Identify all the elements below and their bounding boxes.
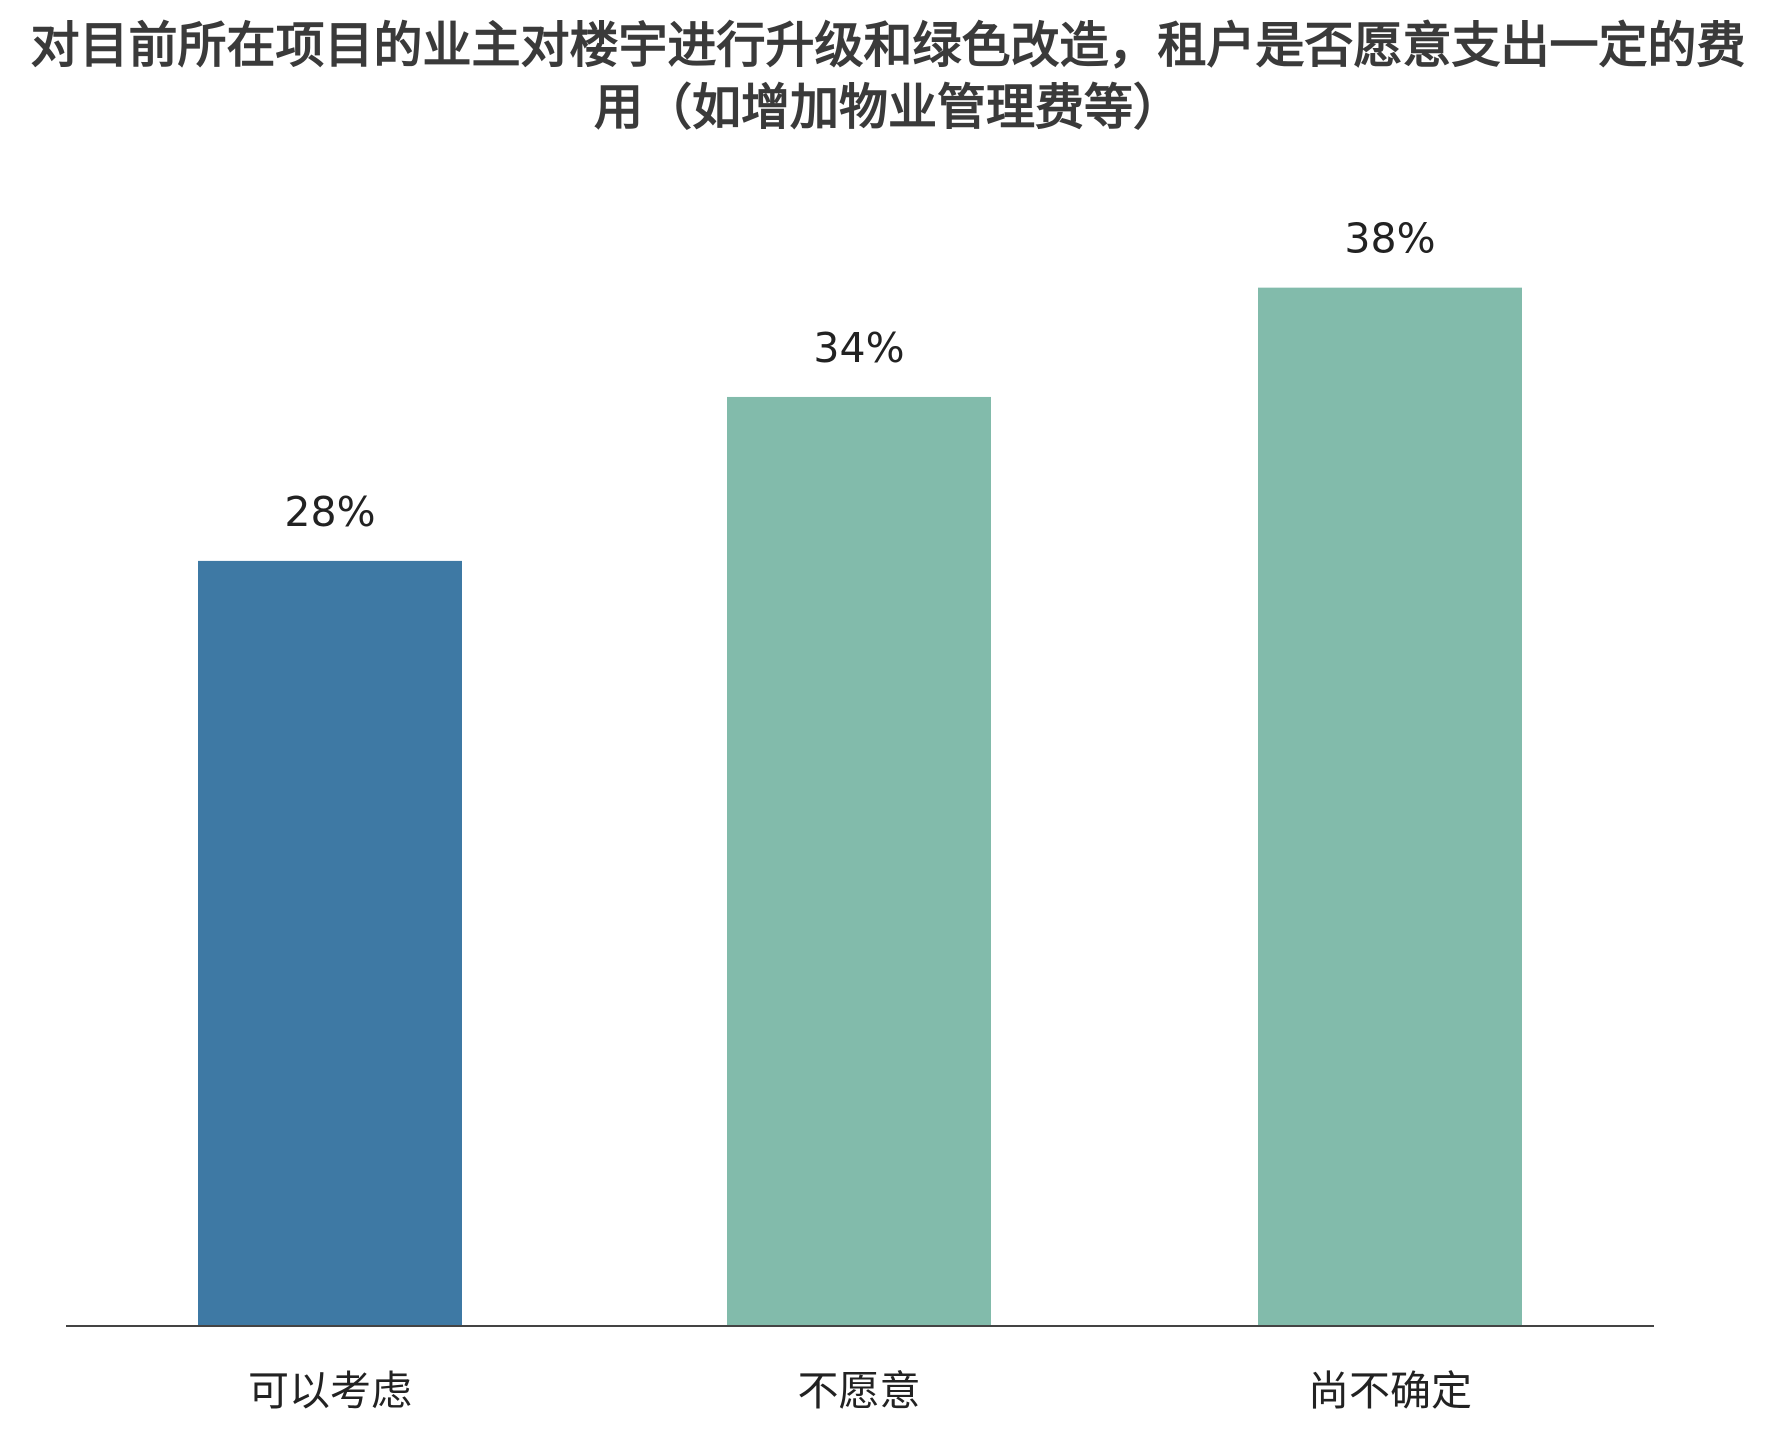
bar [1258, 287, 1522, 1326]
x-tick-label: 不愿意 [798, 1367, 921, 1415]
chart-title: 对目前所在项目的业主对楼宇进行升级和绿色改造，租户是否愿意支出一定的费用（如增加… [30, 17, 1746, 136]
value-label: 28% [284, 488, 375, 536]
value-label: 34% [813, 324, 904, 372]
x-tick-label: 可以考虑 [248, 1367, 412, 1415]
bar [198, 560, 462, 1326]
x-tick-label: 尚不确定 [1308, 1367, 1472, 1415]
bar [727, 396, 991, 1326]
value-label: 38% [1344, 215, 1435, 263]
